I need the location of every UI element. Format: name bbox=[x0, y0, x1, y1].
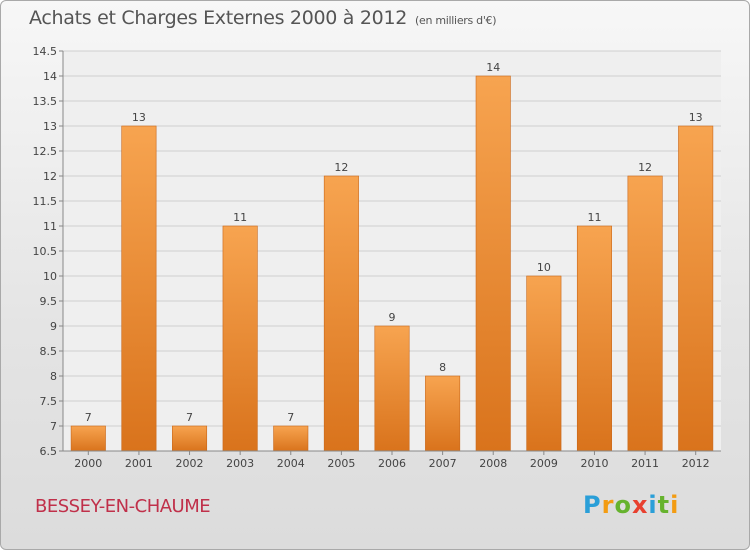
chart-title-text: Achats et Charges Externes 2000 à 2012 bbox=[29, 7, 408, 29]
y-tick-label: 10 bbox=[43, 270, 57, 283]
y-tick-label: 9.5 bbox=[40, 295, 58, 308]
chart-subtitle: (en milliers d'€) bbox=[415, 14, 497, 27]
bar-2003 bbox=[222, 225, 258, 452]
logo-letter: P bbox=[583, 491, 602, 519]
bar-2007 bbox=[425, 375, 461, 452]
chart-title: Achats et Charges Externes 2000 à 2012 (e… bbox=[29, 7, 497, 29]
x-tick-label: 2003 bbox=[226, 457, 254, 470]
data-label: 11 bbox=[587, 211, 601, 224]
y-tick-label: 14.5 bbox=[33, 45, 58, 58]
x-tick-label: 2007 bbox=[429, 457, 457, 470]
bar-2009 bbox=[526, 275, 562, 452]
logo-letter: o bbox=[614, 491, 632, 519]
logo-letter: i bbox=[670, 491, 680, 519]
y-tick-label: 11.5 bbox=[33, 195, 58, 208]
x-tick-label: 2011 bbox=[631, 457, 659, 470]
y-tick-label: 12.5 bbox=[33, 145, 58, 158]
x-tick-label: 2002 bbox=[176, 457, 204, 470]
bar-2008 bbox=[475, 75, 511, 452]
proxiti-logo: Proxiti bbox=[583, 491, 679, 519]
logo-letter: x bbox=[631, 491, 649, 519]
data-label: 12 bbox=[334, 161, 348, 174]
data-label: 9 bbox=[389, 311, 396, 324]
y-tick-label: 6.5 bbox=[40, 445, 58, 458]
y-tick-label: 12 bbox=[43, 170, 57, 183]
data-label: 7 bbox=[287, 411, 294, 424]
y-tick-label: 9 bbox=[50, 320, 57, 333]
x-tick-label: 2001 bbox=[125, 457, 153, 470]
place-name: BESSEY-EN-CHAUME bbox=[35, 496, 211, 517]
x-tick-label: 2008 bbox=[479, 457, 507, 470]
bar-2002 bbox=[172, 425, 208, 452]
x-tick-label: 2006 bbox=[378, 457, 406, 470]
bars: 7 13 7 11 7 12 9 8 14 10 11 12 13 bbox=[70, 61, 714, 452]
bar-2005 bbox=[323, 175, 359, 452]
bar-2006 bbox=[374, 325, 410, 452]
x-tick-label: 2010 bbox=[580, 457, 608, 470]
y-tick-label: 7 bbox=[50, 420, 57, 433]
data-label: 7 bbox=[186, 411, 193, 424]
data-label: 13 bbox=[689, 111, 703, 124]
data-label: 11 bbox=[233, 211, 247, 224]
y-tick-label: 8.5 bbox=[40, 345, 58, 358]
data-label: 14 bbox=[486, 61, 500, 74]
data-label: 13 bbox=[132, 111, 146, 124]
x-tick-label: 2009 bbox=[530, 457, 558, 470]
x-tick-label: 2004 bbox=[277, 457, 305, 470]
y-tick-label: 13 bbox=[43, 120, 57, 133]
x-tick-label: 2005 bbox=[327, 457, 355, 470]
y-tick-label: 8 bbox=[50, 370, 57, 383]
x-tick-label: 2012 bbox=[682, 457, 710, 470]
bar-2011 bbox=[627, 175, 663, 452]
y-tick-label: 10.5 bbox=[33, 245, 58, 258]
y-tick-label: 13.5 bbox=[33, 95, 58, 108]
bar-2000 bbox=[70, 425, 106, 452]
y-tick-label: 7.5 bbox=[40, 395, 58, 408]
bar-2004 bbox=[273, 425, 309, 452]
y-tick-label: 14 bbox=[43, 70, 57, 83]
logo-letter: i bbox=[648, 491, 658, 519]
data-label: 8 bbox=[439, 361, 446, 374]
data-label: 7 bbox=[85, 411, 92, 424]
logo-letter: r bbox=[601, 491, 615, 519]
data-label: 10 bbox=[537, 261, 551, 274]
x-tick-label: 2000 bbox=[74, 457, 102, 470]
y-tick-label: 11 bbox=[43, 220, 57, 233]
logo-letter: t bbox=[657, 491, 671, 519]
axes: 6.5 7 7.5 8 8.5 9 9.5 10 10.5 11 11.5 12 12.5 13 13.5 1… bbox=[33, 45, 721, 470]
bar-2010 bbox=[576, 225, 612, 452]
bar-2012 bbox=[678, 125, 714, 452]
data-label: 12 bbox=[638, 161, 652, 174]
bar-2001 bbox=[121, 125, 157, 452]
